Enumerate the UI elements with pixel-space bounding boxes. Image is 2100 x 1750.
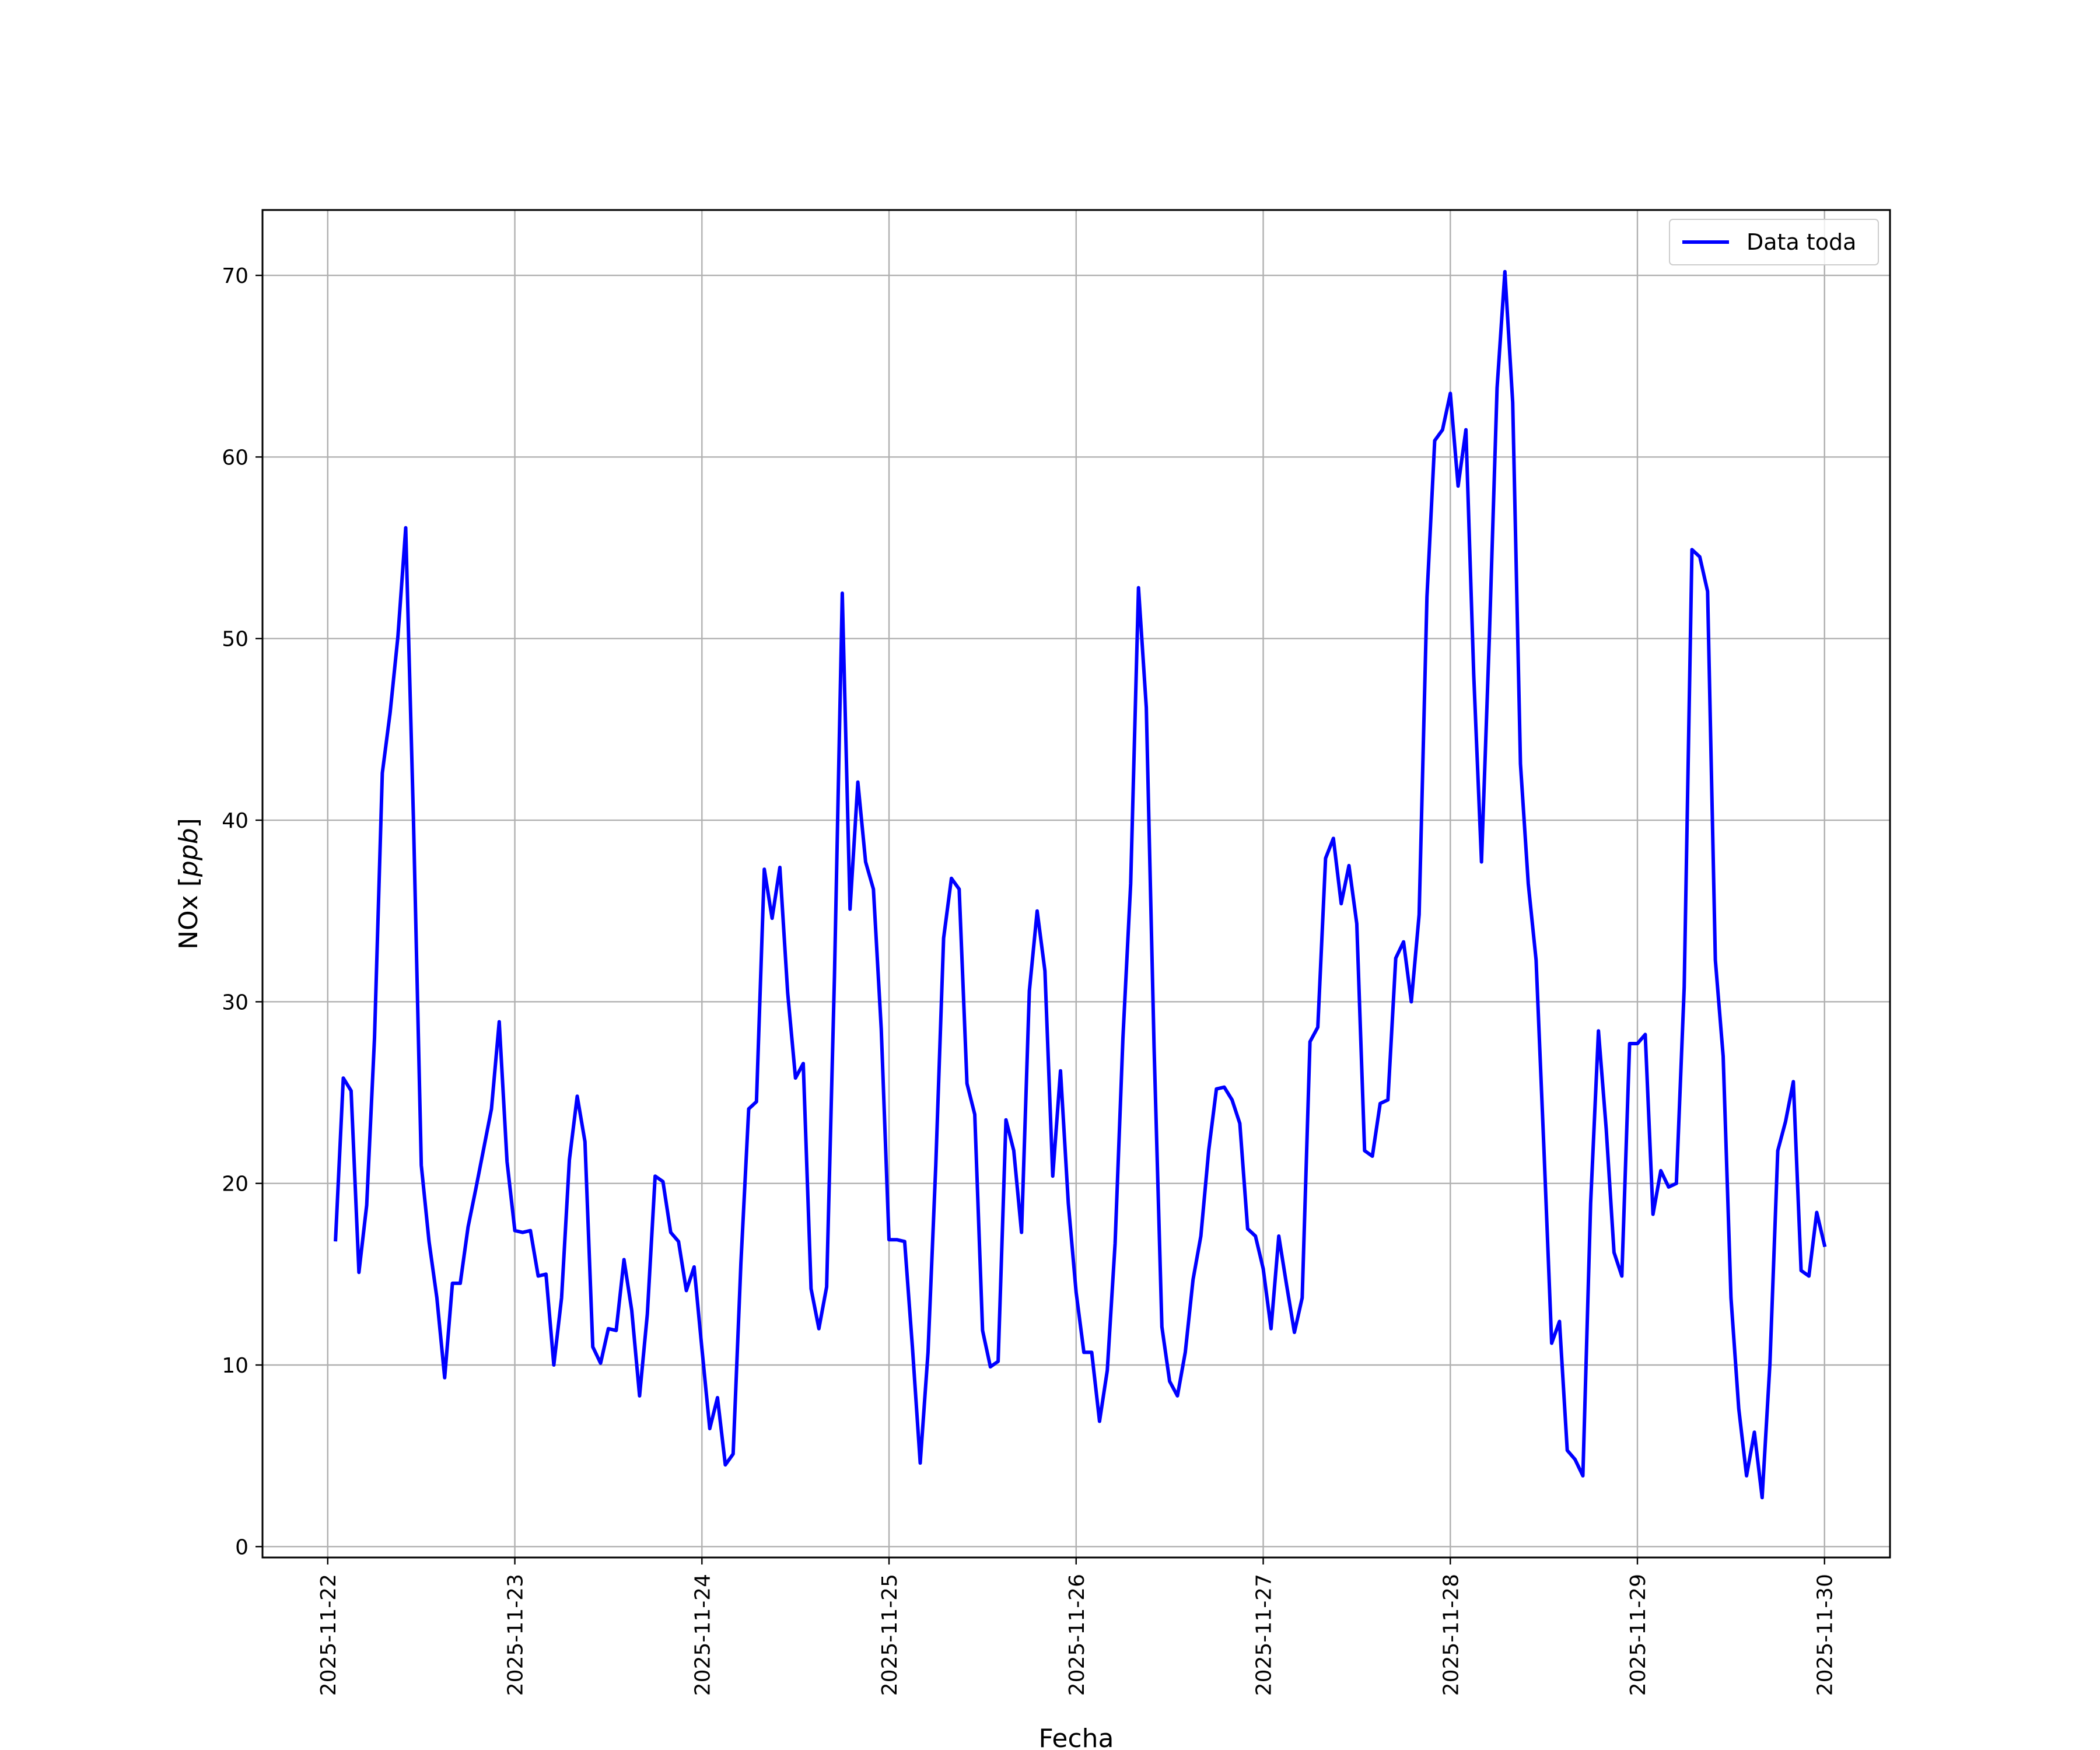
series-layer xyxy=(334,270,1827,1500)
y-tick-label: 50 xyxy=(222,628,249,652)
legend-label-data-toda: Data toda xyxy=(1746,229,1856,255)
y-axis-label-unit: ppb xyxy=(174,828,204,877)
grid-lines xyxy=(262,210,1890,1558)
y-axis-label-bracket-close: ] xyxy=(174,818,204,828)
y-tick-label: 0 xyxy=(235,1535,249,1559)
x-tick-label: 2025-11-24 xyxy=(691,1574,715,1696)
x-tick-label: 2025-11-25 xyxy=(878,1574,902,1696)
legend-box xyxy=(1669,219,1879,265)
x-tick-label: 2025-11-26 xyxy=(1065,1574,1089,1696)
legend: Data toda xyxy=(1669,219,1879,265)
x-tick-label: 2025-11-22 xyxy=(317,1574,341,1696)
x-tick-label: 2025-11-28 xyxy=(1439,1574,1463,1696)
series-line-data-toda xyxy=(334,270,1827,1500)
y-axis-label: NOx [ppb] xyxy=(174,818,204,950)
axis-ticks: 0 10 20 30 40 50 60 70 2025-11-22 2025-11-23 2025-… xyxy=(222,264,1838,1696)
y-tick-label: 60 xyxy=(222,446,249,470)
y-tick-label: 10 xyxy=(222,1354,249,1378)
y-tick-label: 30 xyxy=(222,991,249,1014)
x-tick-label: 2025-11-23 xyxy=(504,1574,528,1696)
y-tick-label: 40 xyxy=(222,809,249,833)
x-tick-label: 2025-11-29 xyxy=(1626,1574,1650,1696)
y-tick-label: 20 xyxy=(222,1172,249,1196)
x-tick-label: 2025-11-30 xyxy=(1814,1574,1838,1696)
x-tick-label: 2025-11-27 xyxy=(1252,1574,1276,1696)
y-axis-label-main: NOx xyxy=(174,895,204,950)
y-axis-label-bracket-open: [ xyxy=(174,877,204,895)
y-tick-label: 70 xyxy=(222,264,249,288)
x-axis-label: Fecha xyxy=(1038,1724,1114,1750)
